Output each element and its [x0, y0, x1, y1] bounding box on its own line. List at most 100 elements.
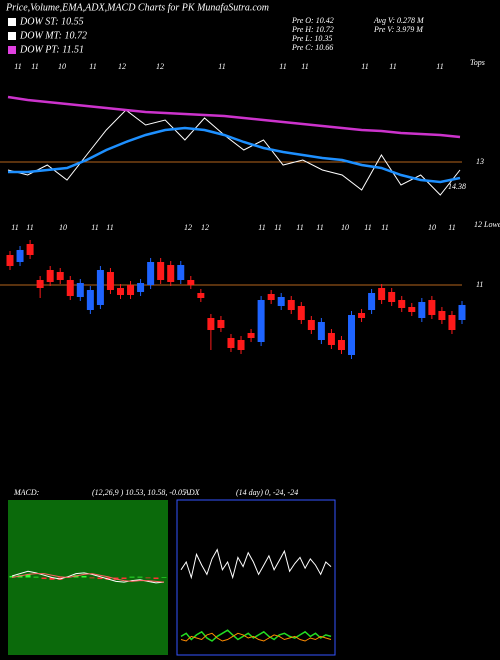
legend-swatch: [8, 18, 16, 26]
date-label: 11: [296, 223, 303, 232]
stat: Pre V: 3.979 M: [373, 25, 424, 34]
candle-body: [137, 283, 145, 292]
legend-swatch: [8, 32, 16, 40]
stat: Pre O: 10.42: [291, 16, 334, 25]
histogram-bar: [25, 574, 31, 578]
candle-body: [448, 315, 456, 330]
date-label: 11: [436, 62, 443, 71]
line-series: [180, 629, 332, 642]
candle-body: [86, 290, 94, 310]
y-tick-label: 13: [476, 157, 484, 166]
date-label: 11: [91, 223, 98, 232]
candle-body: [307, 320, 315, 330]
date-label: 11: [26, 223, 33, 232]
histogram-bar: [137, 576, 143, 578]
date-label: 11: [381, 223, 388, 232]
candle-body: [56, 272, 64, 280]
line-series: [11, 573, 165, 583]
candle-body: [217, 320, 225, 328]
candle-body: [337, 340, 345, 350]
candle-body: [287, 300, 295, 310]
panel: [176, 499, 336, 656]
candle-body: [197, 293, 205, 298]
date-label: 11: [14, 62, 21, 71]
legend-entry: DOW PT: 11.51: [19, 44, 84, 55]
histogram-bar: [129, 576, 135, 578]
date-label: 11: [11, 223, 18, 232]
histogram-bar: [9, 575, 15, 578]
chart-title: Price,Volume,EMA,ADX,MACD Charts for PK …: [5, 2, 269, 13]
histogram-bar: [89, 577, 95, 579]
candle-body: [348, 315, 356, 355]
legend-entry: DOW MT: 10.72: [19, 30, 87, 41]
candle-body: [438, 311, 446, 320]
stat: Pre H: 10.72: [291, 25, 334, 34]
date-label: 11: [274, 223, 281, 232]
date-label: 11: [89, 62, 96, 71]
candle-body: [257, 300, 265, 342]
histogram-bar: [121, 577, 127, 580]
candle-body: [16, 250, 24, 262]
candle-body: [177, 265, 185, 280]
panel-subtitle: (14 day) 0, -24, -24: [236, 488, 298, 497]
candle-body: [378, 288, 386, 300]
panel-subtitle: (12,26,9 ) 10.53, 10.58, -0.05: [92, 488, 186, 497]
line-series: [7, 109, 461, 196]
histogram-bar: [153, 577, 159, 580]
date-label: 10: [59, 223, 67, 232]
candle-body: [237, 340, 245, 350]
candle-body: [46, 270, 54, 282]
candle-body: [327, 333, 335, 345]
candle-body: [127, 285, 135, 295]
candle-body: [297, 306, 305, 320]
line-series: [7, 95, 461, 139]
date-label: 12: [201, 223, 209, 232]
candle-body: [6, 255, 14, 266]
right-label: 14.38: [448, 182, 466, 191]
y-tick-label: 11: [476, 280, 483, 289]
candle-body: [106, 272, 114, 290]
date-label: 11: [279, 62, 286, 71]
date-label: 10: [58, 62, 66, 71]
date-label: 12: [118, 62, 126, 71]
date-label: 10: [341, 223, 349, 232]
candle-body: [76, 283, 84, 297]
date-label: 11: [361, 62, 368, 71]
candle-body: [167, 265, 175, 282]
candle-body: [157, 262, 165, 280]
panel: [8, 500, 168, 655]
right-label: 12 Lower: [474, 220, 500, 229]
date-label: 11: [106, 223, 113, 232]
candle-body: [267, 294, 275, 300]
histogram-bar: [161, 577, 167, 578]
histogram-bar: [81, 575, 87, 578]
date-label: 11: [364, 223, 371, 232]
stat: Pre L: 10.35: [291, 34, 332, 43]
candle-body: [207, 318, 215, 330]
histogram-bar: [49, 577, 55, 580]
candle-body: [66, 280, 74, 296]
panel-title: MACD:: [13, 488, 40, 497]
candle-body: [368, 293, 376, 310]
candle-body: [26, 244, 34, 255]
candle-body: [277, 297, 285, 306]
candle-body: [147, 262, 155, 285]
candle-body: [36, 280, 44, 288]
line-series: [8, 126, 461, 184]
panel-title: ADX: [183, 488, 201, 497]
candle-body: [398, 300, 406, 308]
histogram-bar: [33, 576, 39, 578]
candle-body: [317, 322, 325, 340]
date-label: 11: [258, 223, 265, 232]
line-series: [180, 548, 332, 580]
date-label: 12: [184, 223, 192, 232]
candle-body: [227, 338, 235, 348]
histogram-bar: [97, 577, 103, 580]
date-label: 11: [448, 223, 455, 232]
candle-body: [428, 300, 436, 315]
date-label: 11: [389, 62, 396, 71]
candle-body: [408, 307, 416, 312]
legend-swatch: [8, 46, 16, 54]
